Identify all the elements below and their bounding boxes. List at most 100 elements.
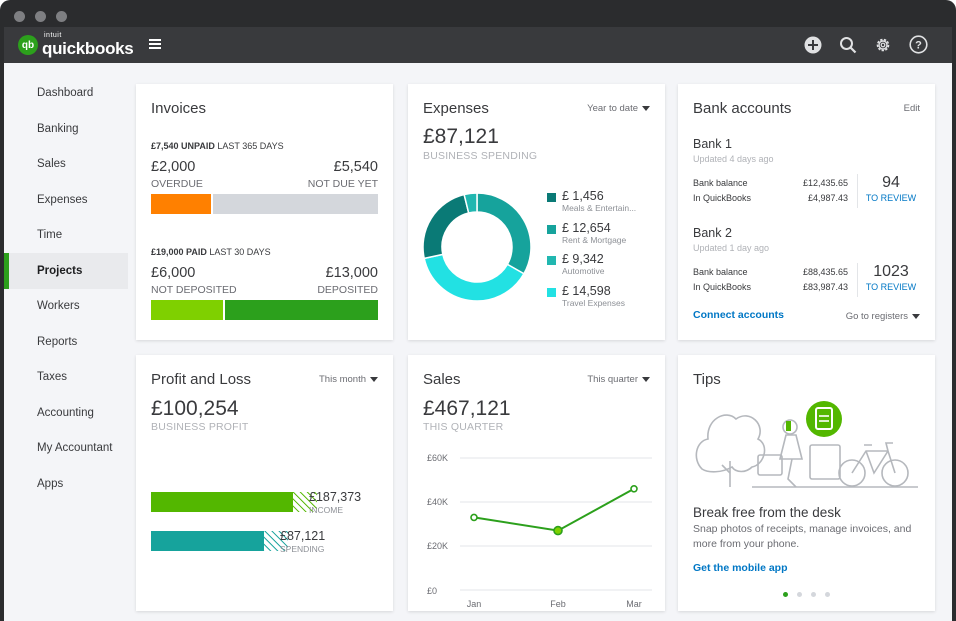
legend-label: Meals & Entertain... [562,203,637,213]
profit-loss-total: £100,254 [151,397,239,420]
go-to-registers-dropdown[interactable]: Go to registers [846,311,920,322]
expenses-donut-chart[interactable] [422,192,532,302]
bank-2-balance-row: Bank balance £88,435.65 [693,267,848,277]
connect-accounts-link[interactable]: Connect accounts [693,309,785,321]
legend-swatch [547,193,556,202]
bank-2-name[interactable]: Bank 2 [693,226,732,240]
plus-circle-icon[interactable] [804,36,822,54]
sidebar-item-workers[interactable]: Workers [37,300,80,312]
pager-dot[interactable] [783,592,788,597]
not-due-bar[interactable] [213,194,378,214]
get-mobile-app-link[interactable]: Get the mobile app [693,562,788,574]
sidebar-item-expenses[interactable]: Expenses [37,193,88,206]
window-minimize-dot[interactable] [35,11,46,22]
bank-1-qb-label: In QuickBooks [693,193,752,203]
deposited-amount[interactable]: £13,000 [325,265,378,281]
expense-legend-item[interactable]: £ 12,654 Rent & Mortgage [547,221,626,245]
sidebar-item-my-accountant[interactable]: My Accountant [37,442,113,454]
bank-edit-link[interactable]: Edit [903,103,920,114]
deposited-bar[interactable] [225,300,378,320]
search-icon[interactable] [839,36,857,54]
x-tick-label: Feb [550,599,566,609]
sidebar-item-reports[interactable]: Reports [37,335,78,348]
profit-loss-period-dropdown[interactable]: This month [319,374,378,385]
not-due-label: NOT DUE YET [307,178,378,190]
tips-headline: Break free from the desk [693,505,841,520]
bank-2-qb-row: In QuickBooks £83,987.43 [693,282,848,292]
sidebar-item-dashboard[interactable]: Dashboard [37,87,94,99]
legend-amount: £ 14,598 [562,283,611,298]
donut-slice[interactable] [463,192,478,214]
sales-data-point[interactable] [630,484,638,493]
pager-dot[interactable] [825,592,830,597]
sales-card: Sales This quarter £467,121 THIS QUARTER… [408,355,665,611]
tips-title: Tips [693,371,721,388]
unpaid-period: LAST 365 DAYS [217,141,284,151]
bank-1-name[interactable]: Bank 1 [693,137,732,151]
legend-amount: £ 12,654 [562,220,611,235]
legend-amount: £ 9,342 [562,252,604,266]
intuit-label: intuit [44,32,62,39]
not-due-amount[interactable]: £5,540 [333,159,378,175]
window-close-dot[interactable] [14,11,25,22]
bank-1-divider [857,174,858,208]
spending-bar[interactable] [151,531,288,551]
tips-card: Tips Break free from the desk [678,355,935,611]
gear-icon[interactable] [874,36,892,54]
expenses-total-label: BUSINESS SPENDING [423,150,538,162]
y-tick-label: £40K [427,497,448,507]
expense-legend-item[interactable]: £ 14,598 Travel Expenses [547,284,625,308]
window-maximize-dot[interactable] [56,11,67,22]
bank-2-review-link[interactable]: TO REVIEW [865,282,917,292]
not-deposited-amount[interactable]: £6,000 [151,265,196,281]
donut-slice[interactable] [422,193,470,260]
menu-toggle-icon[interactable] [149,39,161,49]
overdue-bar[interactable] [151,194,211,214]
legend-label: Travel Expenses [562,297,625,308]
sidebar-item-taxes[interactable]: Taxes [37,371,68,383]
bank-1-review-link[interactable]: TO REVIEW [865,193,917,203]
income-bar[interactable] [151,492,317,512]
sidebar-item-time[interactable]: Time [37,229,63,241]
bank-accounts-card: Bank accounts Edit Bank 1 Updated 4 days… [678,84,935,340]
bank-1-review-count[interactable]: 94 [882,174,900,191]
sales-total-label: THIS QUARTER [423,421,504,433]
go-to-registers-label: Go to registers [845,311,908,322]
sales-period-dropdown[interactable]: This quarter [587,374,650,385]
bank-2-review-count[interactable]: 1023 [873,263,909,280]
sidebar-item-projects[interactable]: Projects [4,252,128,289]
sales-data-point[interactable] [553,525,563,536]
chevron-down-icon [642,106,650,111]
bank-1-qb-row: In QuickBooks £4,987.43 [693,193,848,203]
sidebar-item-accounting[interactable]: Accounting [37,406,94,419]
bank-1-qb-value: £4,987.43 [807,193,848,203]
profit-loss-total-label: BUSINESS PROFIT [151,421,249,433]
overdue-amount[interactable]: £2,000 [151,159,196,175]
bank-2-qb-value: £83,987.43 [802,282,848,292]
sidebar-item-apps[interactable]: Apps [37,477,64,490]
bank-2-balance-label: Bank balance [693,267,748,277]
donut-slice[interactable] [476,192,532,275]
sidebar-item-banking[interactable]: Banking [37,122,79,135]
expenses-period-dropdown[interactable]: Year to date [587,103,650,114]
quickbooks-label: quickbooks [42,39,134,58]
sales-line-chart[interactable]: £60K £40K £20K £0 Jan Feb Mar [408,441,665,613]
expense-legend-item[interactable]: £ 9,342 Automotive [547,252,605,276]
paid-amount: £19,000 PAID [151,247,207,257]
pager-dot[interactable] [811,592,816,597]
sales-data-point[interactable] [470,513,478,522]
bank-2-updated: Updated 1 day ago [693,243,770,253]
paid-period: LAST 30 DAYS [209,247,271,257]
legend-swatch [547,256,556,265]
sidebar-item-sales[interactable]: Sales [37,158,66,170]
quickbooks-logo[interactable]: qb intuit quickbooks [18,32,134,58]
sales-period-label: This quarter [587,374,638,385]
top-navigation-bar: qb intuit quickbooks ? [4,27,952,63]
expense-legend-item[interactable]: £ 1,456 Meals & Entertain... [547,189,636,213]
tips-pager [783,592,830,597]
expenses-total: £87,121 [423,125,499,148]
help-icon[interactable]: ? [909,35,928,54]
pager-dot[interactable] [797,592,802,597]
not-deposited-bar[interactable] [151,300,223,320]
x-tick-label: Jan [467,599,482,609]
